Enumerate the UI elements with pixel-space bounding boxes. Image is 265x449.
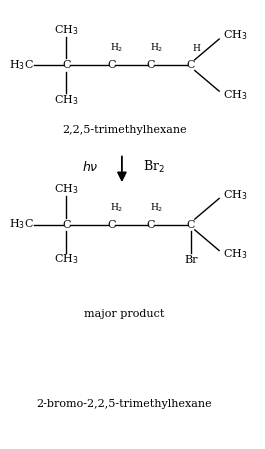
Text: H: H	[192, 44, 200, 53]
Text: C: C	[187, 60, 195, 70]
Text: CH$_3$: CH$_3$	[54, 183, 78, 196]
Text: CH$_3$: CH$_3$	[54, 93, 78, 107]
Text: CH$_3$: CH$_3$	[223, 88, 247, 101]
Text: CH$_3$: CH$_3$	[223, 247, 247, 261]
Text: C: C	[107, 220, 116, 229]
Text: H$_2$: H$_2$	[111, 42, 124, 54]
Text: 2-bromo-2,2,5-trimethylhexane: 2-bromo-2,2,5-trimethylhexane	[37, 399, 212, 409]
Text: CH$_3$: CH$_3$	[54, 23, 78, 37]
Text: H$_2$: H$_2$	[111, 201, 124, 214]
Text: H$_2$: H$_2$	[150, 201, 164, 214]
Text: H$_2$: H$_2$	[150, 42, 164, 54]
Text: C: C	[147, 220, 155, 229]
Text: C: C	[107, 60, 116, 70]
Text: $h\nu$: $h\nu$	[82, 160, 98, 174]
Text: H$_3$C: H$_3$C	[9, 218, 34, 231]
Text: C: C	[187, 220, 195, 229]
Text: CH$_3$: CH$_3$	[54, 253, 78, 266]
Text: C: C	[147, 60, 155, 70]
Text: CH$_3$: CH$_3$	[223, 29, 247, 42]
Text: C: C	[62, 220, 70, 229]
Text: C: C	[62, 60, 70, 70]
Text: Br$_2$: Br$_2$	[143, 159, 165, 175]
Text: Br: Br	[184, 255, 197, 264]
Text: CH$_3$: CH$_3$	[223, 188, 247, 202]
Text: H$_3$C: H$_3$C	[9, 58, 34, 72]
Text: 2,2,5-trimethylhexane: 2,2,5-trimethylhexane	[62, 125, 187, 135]
Text: major product: major product	[84, 309, 165, 319]
